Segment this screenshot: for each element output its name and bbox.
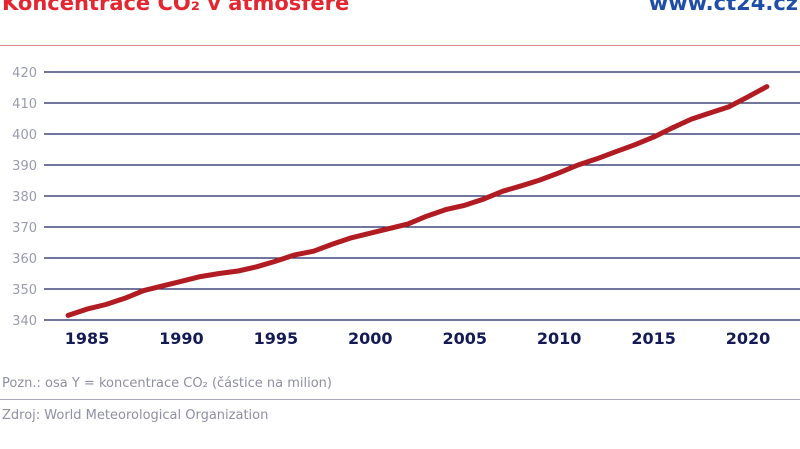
axis-note: Pozn.: osa Y = koncentrace CO₂ (částice … (2, 376, 332, 391)
x-tick-label: 1995 (254, 329, 299, 348)
y-tick-label: 380 (12, 190, 37, 205)
y-tick-label: 390 (12, 159, 37, 174)
x-tick-label: 2020 (726, 329, 771, 348)
y-tick-label: 370 (12, 221, 37, 236)
header-divider (0, 45, 800, 46)
x-tick-label: 2010 (537, 329, 582, 348)
y-tick-label: 340 (12, 314, 37, 329)
y-tick-label: 410 (12, 97, 37, 112)
co2-line-chart: 340 350 360 370 380 390 400 410 420 1985 1990 1995 2… (12, 66, 800, 348)
x-tick-label: 1990 (159, 329, 204, 348)
chart-title: Koncentrace CO₂ v atmosféře (2, 0, 350, 15)
co2-series-line (65, 84, 770, 318)
source-text: Zdroj: World Meteorological Organization (2, 408, 269, 423)
x-tick-label: 2015 (631, 329, 676, 348)
footer-divider (0, 399, 800, 400)
y-tick-label: 400 (12, 128, 37, 143)
x-tick-label: 1985 (65, 329, 110, 348)
y-tick-label: 360 (12, 252, 37, 267)
x-tick-label: 2005 (442, 329, 487, 348)
y-tick-label: 420 (12, 66, 37, 81)
x-tick-label: 2000 (348, 329, 393, 348)
brand-link[interactable]: www.ct24.cz (648, 0, 798, 15)
y-tick-label: 350 (12, 283, 37, 298)
